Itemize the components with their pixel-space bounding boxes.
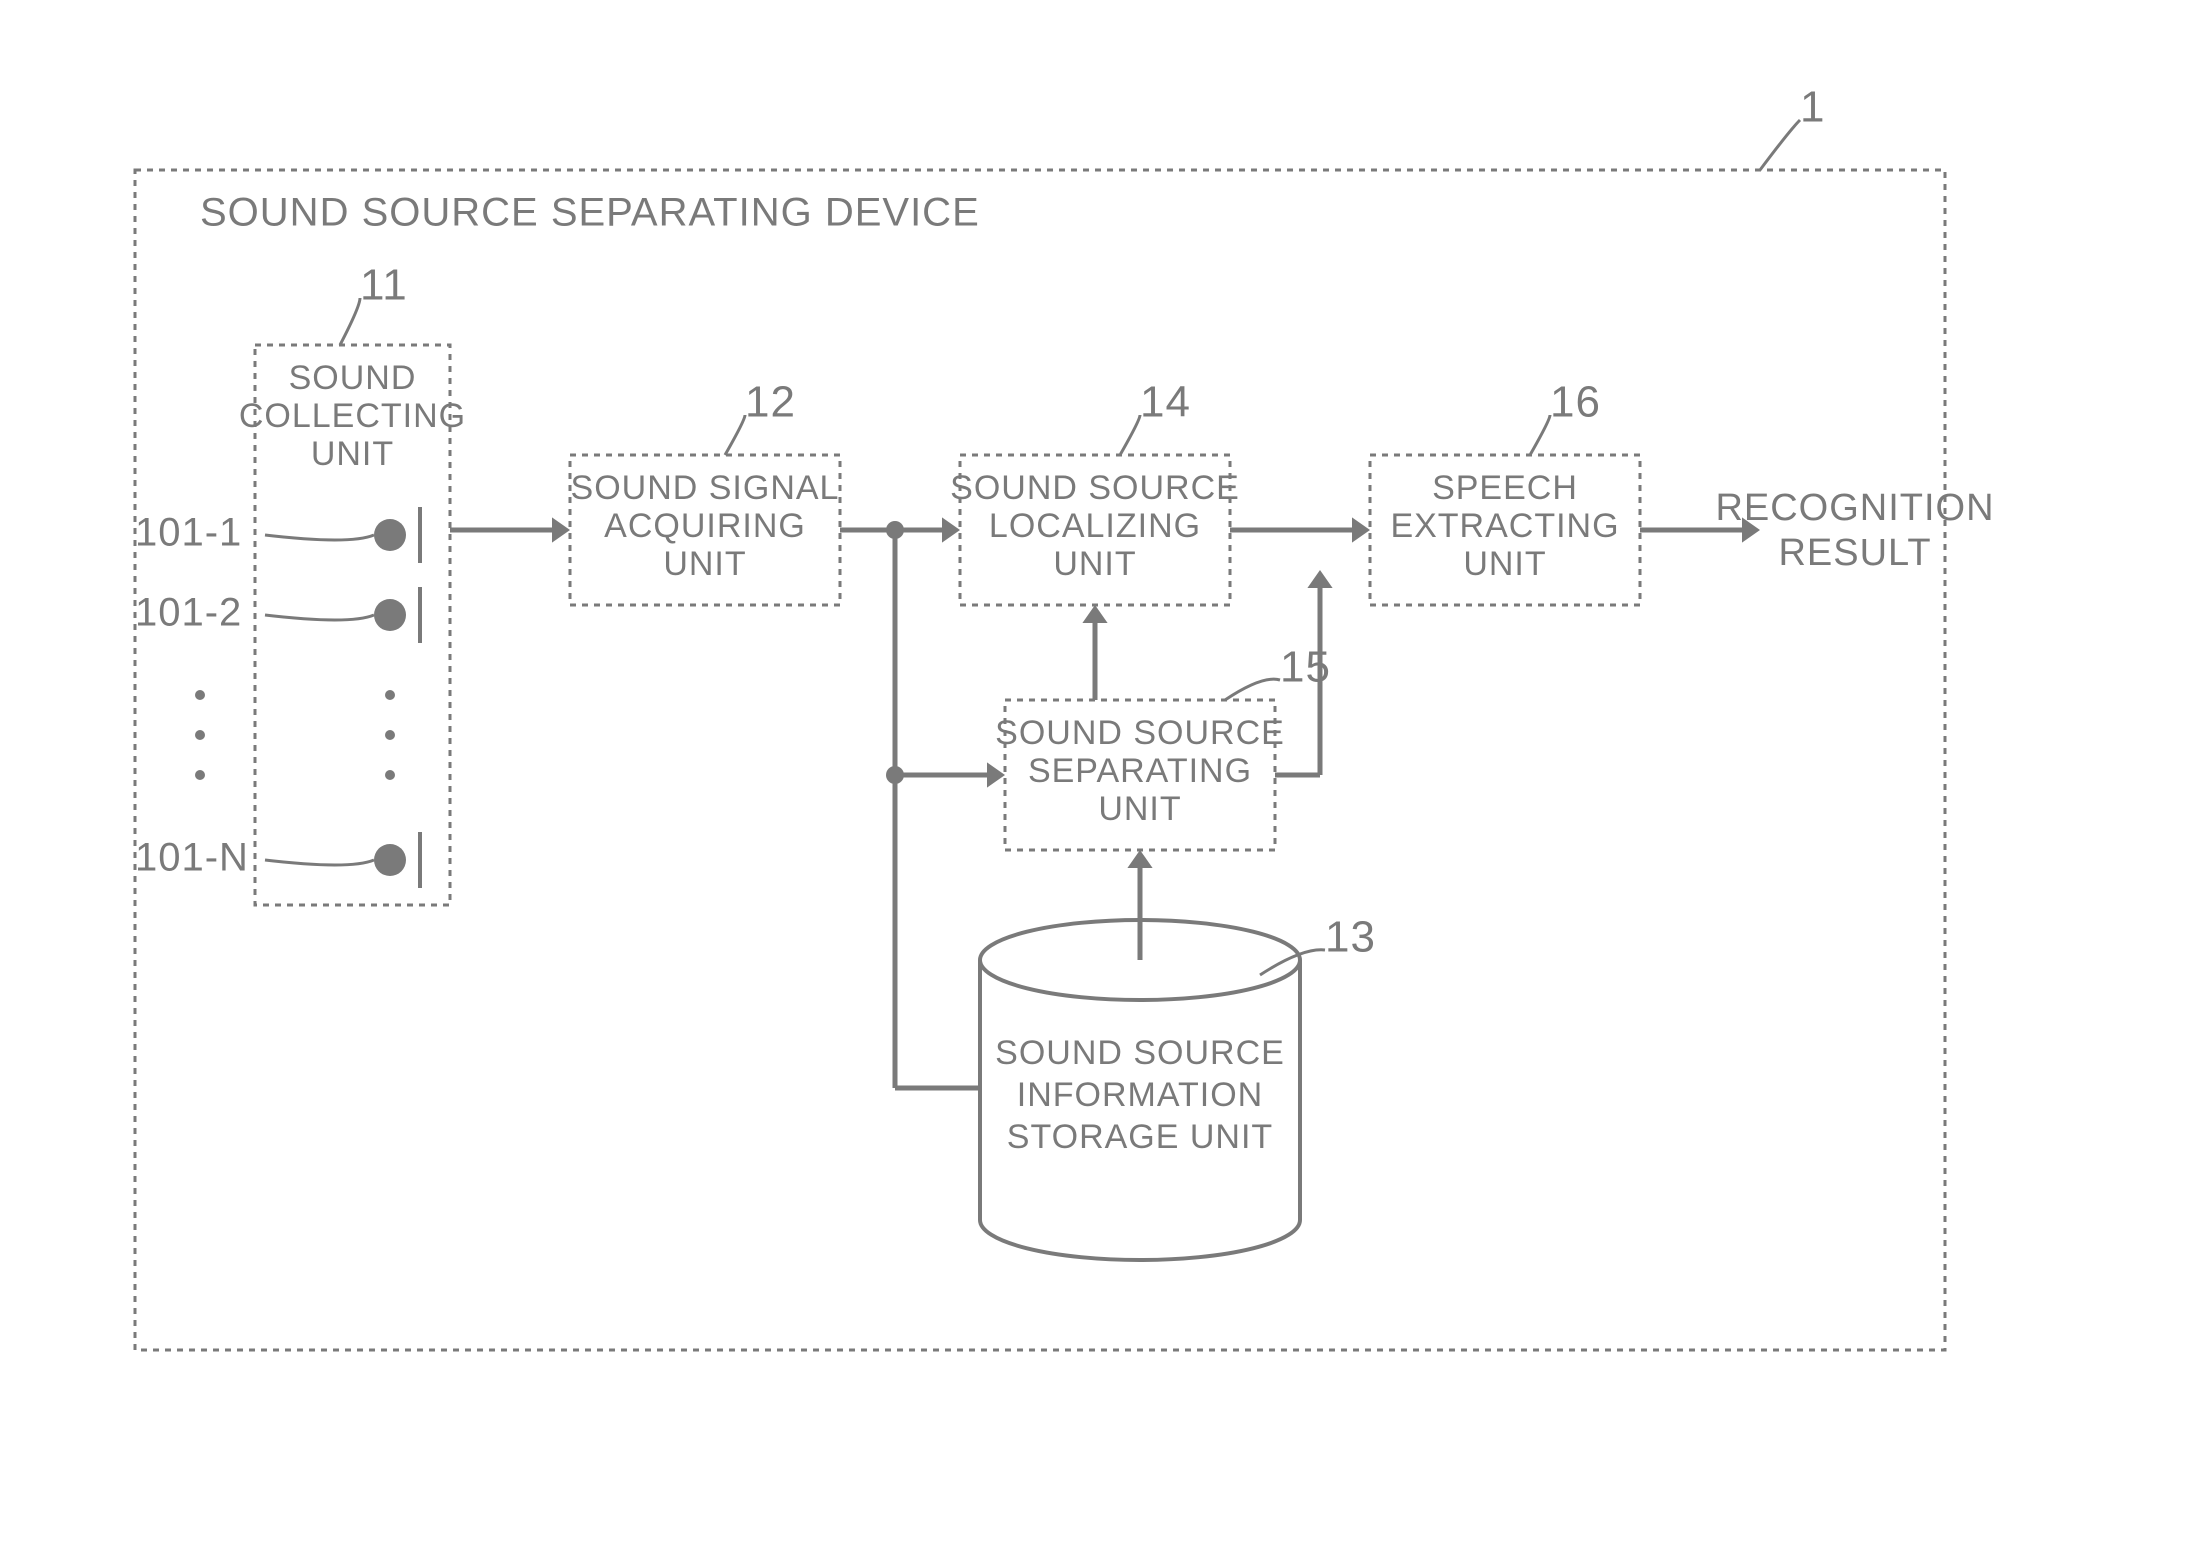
reference-number: 16 — [1550, 378, 1601, 427]
storage-label: SOUND SOURCE — [995, 1034, 1285, 1072]
arrowhead-icon — [1307, 570, 1332, 588]
sound-signal-acquiring-unit-label: ACQUIRING — [604, 507, 806, 545]
speech-extracting-unit-label: EXTRACTING — [1390, 507, 1619, 545]
sound-signal-acquiring-unit-label: SOUND SIGNAL — [571, 469, 840, 507]
ellipsis-dot — [195, 770, 205, 780]
sound-collecting-unit-label: COLLECTING — [239, 397, 466, 435]
reference-number: 13 — [1325, 913, 1376, 962]
speech-extracting-unit-label: UNIT — [1463, 545, 1546, 583]
mic-wire — [265, 615, 374, 620]
arrowhead-icon — [1082, 605, 1107, 623]
ellipsis-dot — [195, 730, 205, 740]
sound-collecting-unit-label: UNIT — [311, 435, 394, 473]
speech-extracting-unit-label: SPEECH — [1432, 469, 1578, 507]
ellipsis-dot — [385, 770, 395, 780]
junction-dot — [886, 766, 904, 784]
arrowhead-icon — [1352, 517, 1370, 542]
microphone-icon — [374, 844, 406, 876]
output-label: RESULT — [1778, 532, 1931, 574]
sound-source-separating-unit-label: UNIT — [1098, 790, 1181, 828]
output-label: RECOGNITION — [1715, 487, 1994, 529]
leader-line — [1120, 415, 1140, 455]
reference-number: 15 — [1280, 643, 1331, 692]
microphone-icon — [374, 519, 406, 551]
arrowhead-icon — [552, 517, 570, 542]
sound-source-localizing-unit-label: SOUND SOURCE — [950, 469, 1240, 507]
mic-label: 101-N — [135, 836, 249, 880]
leader-line — [1530, 415, 1550, 455]
reference-number: 14 — [1140, 378, 1191, 427]
sound-source-localizing-unit-label: LOCALIZING — [989, 507, 1201, 545]
storage-label: STORAGE UNIT — [1007, 1118, 1273, 1156]
device-title: SOUND SOURCE SEPARATING DEVICE — [200, 191, 980, 235]
reference-number: 12 — [745, 378, 796, 427]
sound-source-separating-unit-label: SEPARATING — [1028, 752, 1252, 790]
leader-line — [1760, 120, 1800, 170]
mic-label: 101-2 — [135, 591, 242, 635]
arrowhead-icon — [987, 762, 1005, 787]
sound-source-localizing-unit-label: UNIT — [1053, 545, 1136, 583]
arrowhead-icon — [1127, 850, 1152, 868]
storage-bottom — [980, 1220, 1300, 1260]
reference-number: 1 — [1800, 83, 1825, 132]
ellipsis-dot — [195, 690, 205, 700]
arrowhead-icon — [942, 517, 960, 542]
leader-line — [340, 298, 360, 345]
mic-wire — [265, 535, 374, 540]
sound-signal-acquiring-unit-label: UNIT — [663, 545, 746, 583]
microphone-icon — [374, 599, 406, 631]
mic-label: 101-1 — [135, 511, 242, 555]
leader-line — [1225, 679, 1280, 700]
sound-collecting-unit-label: SOUND — [289, 359, 417, 397]
ellipsis-dot — [385, 690, 395, 700]
sound-source-separating-unit-label: SOUND SOURCE — [995, 714, 1285, 752]
reference-number: 11 — [360, 261, 408, 310]
leader-line — [725, 415, 745, 455]
ellipsis-dot — [385, 730, 395, 740]
storage-label: INFORMATION — [1017, 1076, 1263, 1114]
mic-wire — [265, 860, 374, 865]
